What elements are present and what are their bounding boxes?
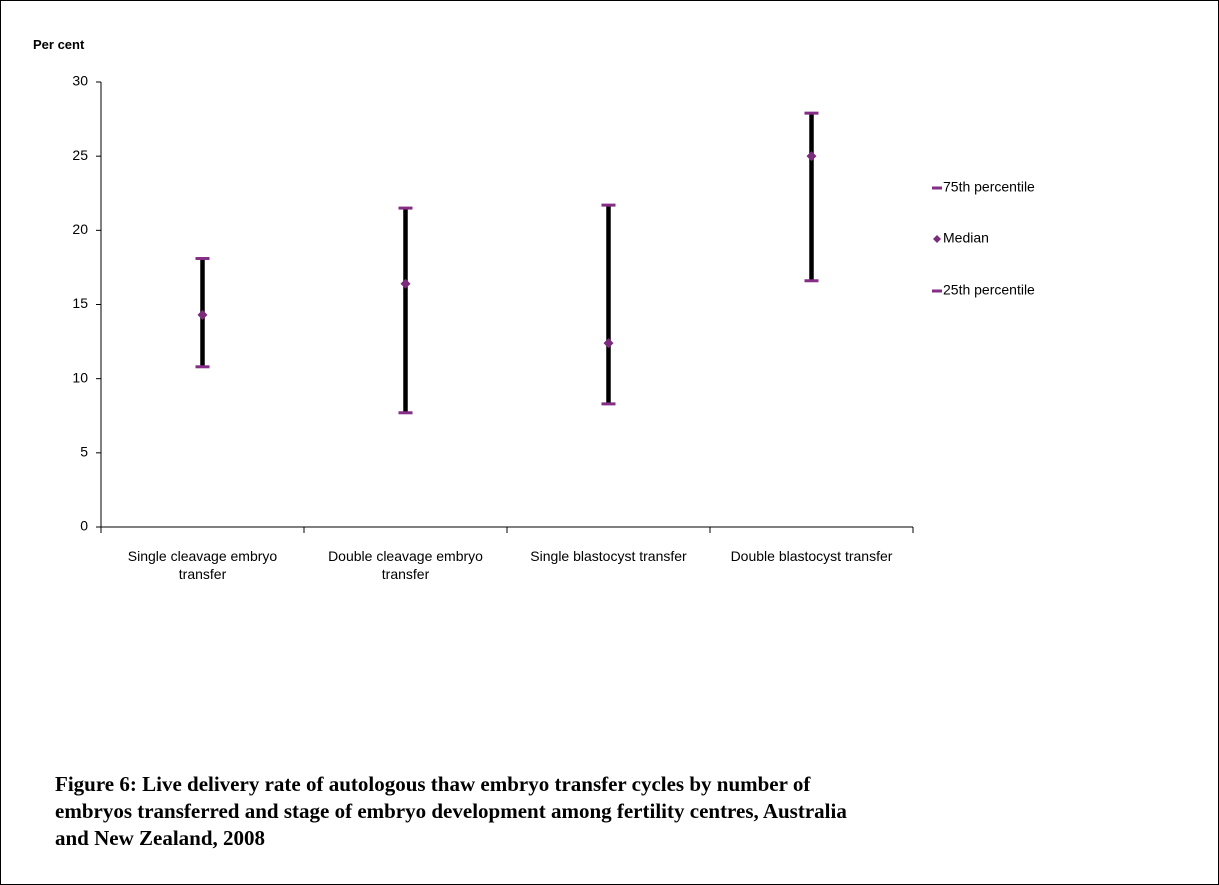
y-axis-title: Per cent xyxy=(33,37,85,52)
legend-label: Median xyxy=(943,230,989,246)
percentile-marker xyxy=(195,365,210,369)
legend-label: 75th percentile xyxy=(943,179,1035,195)
legend-marker xyxy=(933,235,941,243)
y-tick-label: 15 xyxy=(72,295,88,311)
median-marker xyxy=(197,309,208,320)
caption: Figure 6: Live delivery rate of autologo… xyxy=(55,772,847,850)
y-tick-label: 5 xyxy=(80,444,88,460)
legend-label: 25th percentile xyxy=(943,282,1035,298)
median-marker xyxy=(603,338,614,349)
percentile-marker xyxy=(398,411,413,415)
percentile-marker xyxy=(601,203,616,207)
y-tick-label: 0 xyxy=(80,518,88,534)
percentile-marker xyxy=(804,279,819,283)
y-tick-label: 10 xyxy=(72,369,88,385)
median-marker xyxy=(806,151,817,162)
percentile-marker xyxy=(398,206,413,210)
legend-marker xyxy=(932,186,942,190)
x-tick-label: Single blastocyst transfer xyxy=(530,548,687,564)
y-tick-label: 20 xyxy=(72,221,88,237)
legend-marker xyxy=(932,289,942,293)
y-tick-label: 25 xyxy=(72,147,88,163)
x-tick-label: Double cleavage embryo transfer xyxy=(328,548,483,582)
median-marker xyxy=(400,278,411,289)
percentile-marker xyxy=(601,402,616,406)
percentile-marker xyxy=(195,257,210,261)
x-tick-label: Single cleavage embryo transfer xyxy=(127,548,278,582)
x-tick-label: Double blastocyst transfer xyxy=(730,548,893,564)
percentile-marker xyxy=(804,111,819,115)
y-tick-label: 30 xyxy=(72,73,88,89)
